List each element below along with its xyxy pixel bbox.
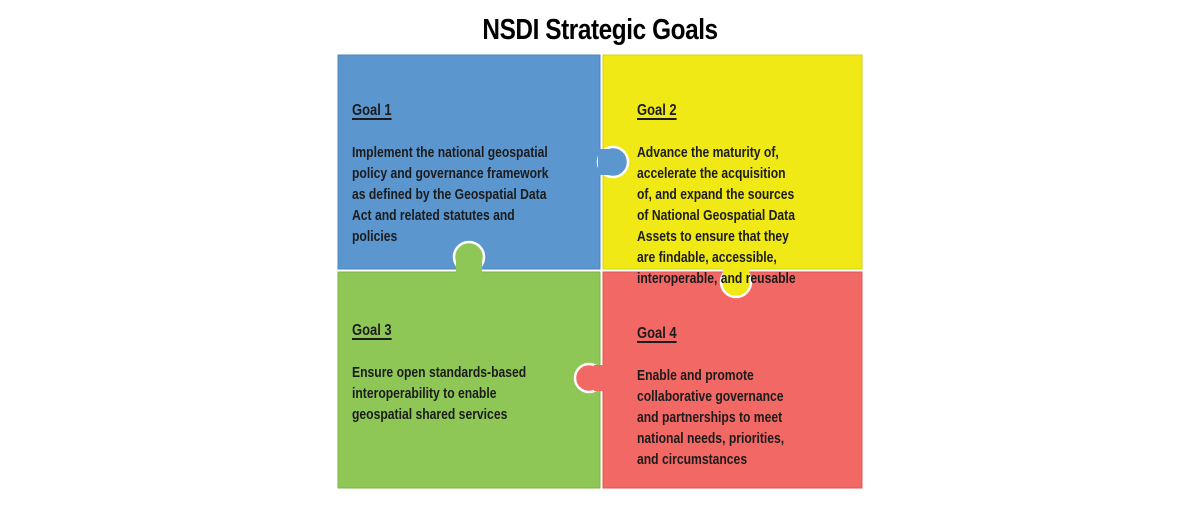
red-tab-neck	[594, 365, 605, 391]
green-tab-neck	[456, 262, 482, 274]
goal-4-piece	[602, 271, 863, 489]
diagram-title: NSDI Strategic Goals	[482, 14, 718, 46]
goal-2-text-block: Goal 2 Advance the maturity of, accelera…	[637, 79, 796, 310]
title-container: NSDI Strategic Goals	[0, 14, 1200, 47]
goal-3-text-block: Goal 3 Ensure open standards-based inter…	[352, 299, 526, 446]
yellow-tab-neck	[723, 266, 749, 278]
goal-1-description: Implement the national geospatial policy…	[352, 144, 549, 245]
goal-1-piece	[337, 54, 601, 270]
goal-3-piece	[337, 271, 601, 489]
goal-2-piece	[602, 54, 863, 270]
blue-tab-neck	[598, 149, 610, 175]
goal-4-description: Enable and promote collaborative governa…	[637, 367, 785, 468]
goal-1-heading: Goal 1	[352, 102, 392, 119]
goal-3-description: Ensure open standards-based interoperabi…	[352, 364, 527, 423]
goal-1-text-block: Goal 1 Implement the national geospatial…	[352, 79, 548, 268]
goal-3-heading: Goal 3	[352, 322, 392, 339]
goal-2-description: Advance the maturity of, accelerate the …	[637, 144, 796, 287]
goal-2-heading: Goal 2	[637, 102, 677, 119]
goal-4-text-block: Goal 4 Enable and promote collaborative …	[637, 302, 784, 491]
goal-4-heading: Goal 4	[637, 325, 677, 342]
